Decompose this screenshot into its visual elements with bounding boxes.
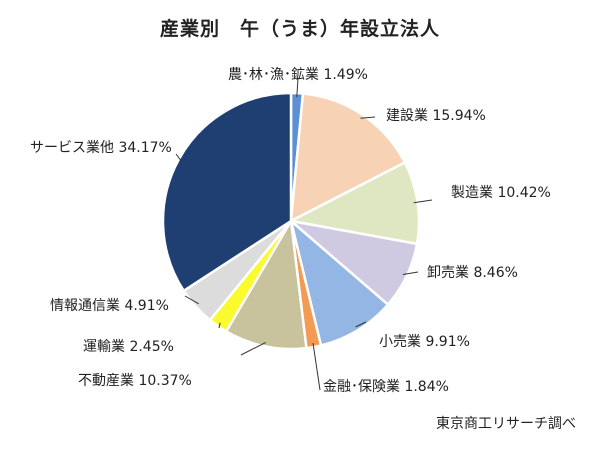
pie-slice xyxy=(224,219,308,351)
slice-label-percent: 1.84% xyxy=(400,379,449,395)
slice-label-name: 不動産業 xyxy=(78,373,134,389)
leader-line xyxy=(355,321,367,328)
slice-label: 運輸業 2.45% xyxy=(83,338,174,356)
slice-label-percent: 10.42% xyxy=(493,185,551,201)
source-note: 東京商工リサーチ調べ xyxy=(436,416,576,432)
slice-label-percent: 1.49% xyxy=(319,67,368,83)
leader-line xyxy=(218,322,221,329)
slice-label: 小売業 9.91% xyxy=(379,333,470,351)
slice-label-name: 建設業 xyxy=(386,108,428,124)
slice-label-name: サービス業他 xyxy=(30,140,114,156)
slice-label-name: 情報通信業 xyxy=(50,298,120,314)
slice-label-percent: 2.45% xyxy=(125,339,174,355)
slice-label: サービス業他 34.17% xyxy=(30,139,172,157)
slice-label-name: 小売業 xyxy=(379,334,421,350)
slice-label-percent: 10.37% xyxy=(134,373,192,389)
slice-label: 建設業 15.94% xyxy=(386,107,486,125)
slice-label: 不動産業 10.37% xyxy=(78,372,192,390)
chart-title: 産業別 午（うま）年設立法人 xyxy=(159,18,440,40)
pie-slice xyxy=(289,219,390,347)
slice-label-name: 運輸業 xyxy=(83,339,125,355)
slice-label-percent: 9.91% xyxy=(421,334,470,350)
slice-label-name: 金融･保険業 xyxy=(323,379,400,395)
leader-line xyxy=(413,199,433,204)
leader-line xyxy=(402,271,419,275)
leader-line xyxy=(175,153,183,163)
leader-line xyxy=(360,116,376,119)
slice-label: 金融･保険業 1.84% xyxy=(323,378,449,396)
slice-label: 卸売業 8.46% xyxy=(427,264,518,282)
slice-label-percent: 8.46% xyxy=(469,265,518,281)
leader-line xyxy=(184,295,199,305)
slice-label-percent: 4.91% xyxy=(120,298,169,314)
slice-label-name: 製造業 xyxy=(451,185,493,201)
leader-line xyxy=(296,77,299,98)
slice-label: 製造業 10.42% xyxy=(451,184,551,202)
slice-label-name: 卸売業 xyxy=(427,265,469,281)
slice-label: 農･林･漁･鉱業 1.49% xyxy=(228,66,368,84)
pie-slice xyxy=(289,92,407,223)
slice-label-name: 農･林･漁･鉱業 xyxy=(228,67,319,83)
leader-line xyxy=(312,342,321,391)
slice-label: 情報通信業 4.91% xyxy=(50,297,169,315)
slice-label-percent: 15.94% xyxy=(428,108,486,124)
leader-line xyxy=(240,341,266,356)
slice-label-percent: 34.17% xyxy=(114,140,172,156)
pie-slice xyxy=(161,91,293,293)
